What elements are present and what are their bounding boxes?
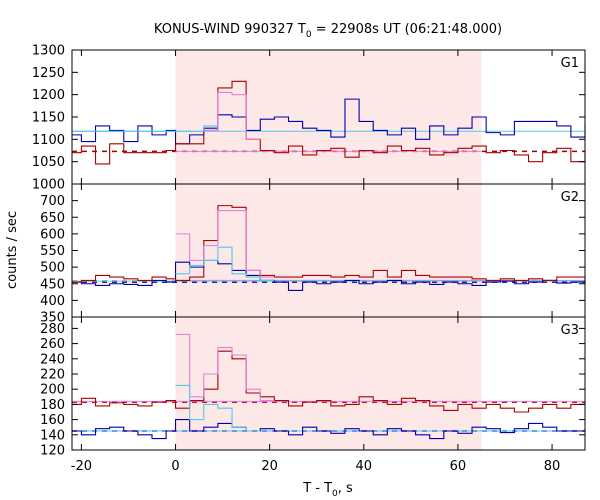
- shaded-interval-g3: [175, 317, 482, 450]
- y-tick-label-g2: 400: [40, 294, 65, 309]
- y-tick-label-g2: 500: [40, 261, 65, 276]
- y-tick-label-g3: 240: [40, 352, 65, 367]
- y-axis-title: counts / sec: [5, 211, 20, 289]
- y-tick-label-g1: 1150: [32, 111, 65, 126]
- panel-label-g1: G1: [561, 56, 579, 71]
- y-tick-label-g2: 700: [40, 194, 65, 209]
- y-tick-label-g1: 1200: [32, 88, 65, 103]
- y-tick-label-g2: 650: [40, 211, 65, 226]
- x-tick-label: 40: [356, 459, 373, 474]
- y-tick-label-g2: 350: [40, 311, 65, 326]
- panel-label-g2: G2: [561, 190, 579, 205]
- y-tick-label-g3: 160: [40, 413, 65, 428]
- panel-label-g3: G3: [561, 323, 579, 338]
- series-line-g2-pink: [175, 210, 275, 278]
- series-line-g2-cyan: [175, 246, 275, 281]
- series-line-g1-cyan: [72, 125, 218, 132]
- y-tick-label-g3: 220: [40, 368, 65, 383]
- series-line-g1-pink: [203, 91, 261, 140]
- series-line-g1-background: [72, 80, 586, 165]
- y-tick-label-g3: 120: [40, 444, 65, 459]
- series-line-g3-cyan: [175, 384, 261, 432]
- shaded-interval-g1: [175, 50, 482, 184]
- y-tick-label-g2: 600: [40, 227, 65, 242]
- series-line-g2-total: [72, 259, 586, 291]
- y-tick-label-g1: 1050: [32, 155, 65, 170]
- y-tick-label-g1: 1100: [32, 133, 65, 148]
- y-tick-label-g3: 180: [40, 398, 65, 413]
- y-tick-label-g3: 200: [40, 383, 65, 398]
- series-line-g1-total: [72, 98, 586, 145]
- x-tick-label: -20: [71, 459, 92, 474]
- x-axis-title: T - T0, s: [302, 481, 353, 499]
- y-tick-label-g2: 450: [40, 277, 65, 292]
- shaded-interval-g2: [175, 184, 482, 317]
- x-tick-label: 80: [544, 459, 561, 474]
- chart-title: KONUS-WIND 990327 T0 = 22908s UT (06:21:…: [154, 22, 502, 40]
- x-tick-label: 60: [450, 459, 467, 474]
- x-tick-label: 20: [261, 459, 278, 474]
- series-line-g3-background: [72, 350, 586, 413]
- y-tick-label-g1: 1000: [32, 178, 65, 193]
- y-tick-label-g1: 1250: [32, 66, 65, 81]
- panels-group: 1000105011001150120012501300G13504004505…: [32, 44, 586, 474]
- y-tick-label-g3: 140: [40, 428, 65, 443]
- y-tick-label-g1: 1300: [32, 44, 65, 59]
- series-line-g3-total: [72, 419, 586, 440]
- x-tick-label: 0: [171, 459, 179, 474]
- y-tick-label-g3: 260: [40, 337, 65, 352]
- y-tick-label-g2: 550: [40, 244, 65, 259]
- y-tick-label-g3: 280: [40, 322, 65, 337]
- series-line-g2-background: [72, 205, 586, 283]
- panel-frame-g3: [71, 316, 586, 451]
- series-line-g3-pink: [175, 333, 275, 402]
